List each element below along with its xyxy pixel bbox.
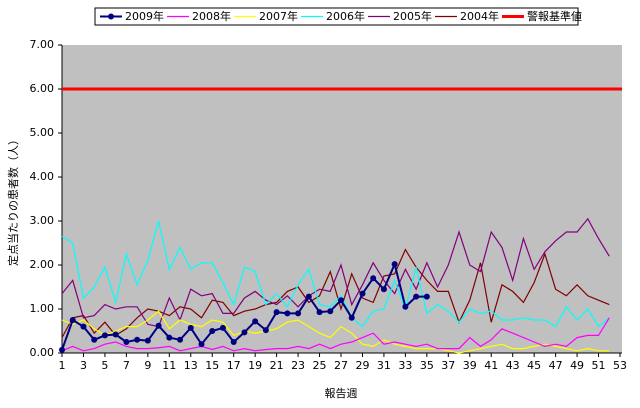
x-axis-label: 報告週 <box>325 387 358 400</box>
y-tick-label: 0.00 <box>30 346 55 359</box>
point <box>402 303 409 310</box>
point <box>284 310 291 317</box>
point <box>177 336 184 343</box>
point <box>380 286 387 293</box>
y-tick-label: 4.00 <box>30 170 55 183</box>
legend-label: 2004年 <box>460 9 499 23</box>
x-tick-label: 47 <box>549 359 563 372</box>
x-tick-label: 43 <box>506 359 520 372</box>
point <box>305 293 312 300</box>
x-tick-label: 1 <box>59 359 66 372</box>
x-tick-label: 39 <box>463 359 477 372</box>
x-tick-label: 45 <box>527 359 541 372</box>
y-tick-label: 3.00 <box>30 214 55 227</box>
x-tick-label: 31 <box>377 359 391 372</box>
point <box>198 341 205 348</box>
series-line <box>61 217 610 328</box>
y-tick-label: 7.00 <box>30 38 55 51</box>
point <box>166 334 173 341</box>
x-tick-label: 49 <box>570 359 584 372</box>
x-tick-label: 51 <box>592 359 606 372</box>
x-tick-label: 35 <box>420 359 434 372</box>
point <box>391 261 398 268</box>
point <box>262 327 269 334</box>
legend-box <box>94 7 579 26</box>
point <box>230 339 237 345</box>
point <box>123 339 130 345</box>
point <box>59 346 65 353</box>
legend: 2009年 2008年 2007年 2006年 2005年 2004年 警報基準値 <box>94 7 582 26</box>
point <box>101 332 108 339</box>
series-line <box>61 248 610 338</box>
point <box>144 337 151 344</box>
x-tick-label: 11 <box>162 359 176 372</box>
x-tick-label: 3 <box>80 359 87 372</box>
series-line <box>61 310 610 354</box>
point <box>316 309 323 316</box>
x-tick-label: 33 <box>398 359 412 372</box>
x-tick-label: 25 <box>313 359 327 372</box>
point <box>219 324 226 331</box>
x-tick-label: 17 <box>227 359 241 372</box>
point <box>327 308 334 315</box>
x-tick-label: 19 <box>248 359 262 372</box>
y-tick-label: 1.00 <box>30 302 55 315</box>
point <box>187 324 194 331</box>
point <box>69 317 76 323</box>
point <box>209 328 216 334</box>
point <box>252 318 259 325</box>
point <box>134 336 141 343</box>
point <box>273 309 280 316</box>
point <box>338 297 344 304</box>
legend-label: 2007年 <box>259 9 298 23</box>
legend-marker <box>108 13 114 20</box>
x-tick-label: 37 <box>441 359 455 372</box>
x-tick-label: 23 <box>291 359 305 372</box>
legend-label: 2009年 <box>125 9 164 23</box>
x-tick-label: 15 <box>205 359 219 372</box>
point <box>423 293 430 300</box>
point <box>370 275 377 282</box>
y-tick-label: 2.00 <box>30 258 55 271</box>
x-tick-label: 5 <box>101 359 108 372</box>
legend-label: 2006年 <box>326 9 365 23</box>
series-line <box>61 220 610 328</box>
x-tick-label: 29 <box>355 359 369 372</box>
point <box>295 310 302 317</box>
series-line <box>61 317 610 352</box>
x-tick-label: 9 <box>144 359 151 372</box>
y-tick-label: 6.00 <box>30 82 55 95</box>
x-tick-label: 21 <box>270 359 284 372</box>
y-tick-label: 5.00 <box>30 126 55 139</box>
point <box>413 293 420 300</box>
legend-label: 警報基準値 <box>527 9 582 23</box>
legend-label: 2005年 <box>393 9 432 23</box>
legend-label: 2008年 <box>192 9 231 23</box>
point <box>155 322 162 329</box>
point <box>359 290 366 297</box>
x-tick-label: 41 <box>484 359 498 372</box>
point <box>112 331 119 338</box>
point <box>80 323 87 330</box>
point <box>348 314 355 321</box>
point <box>241 329 248 336</box>
x-tick-label: 27 <box>334 359 348 372</box>
y-axis-label: 定点当たりの患者数（人） <box>6 134 20 266</box>
point <box>91 336 98 343</box>
x-tick-label: 7 <box>123 359 130 372</box>
x-tick-label: 13 <box>184 359 198 372</box>
x-tick-label: 53 <box>613 359 627 372</box>
